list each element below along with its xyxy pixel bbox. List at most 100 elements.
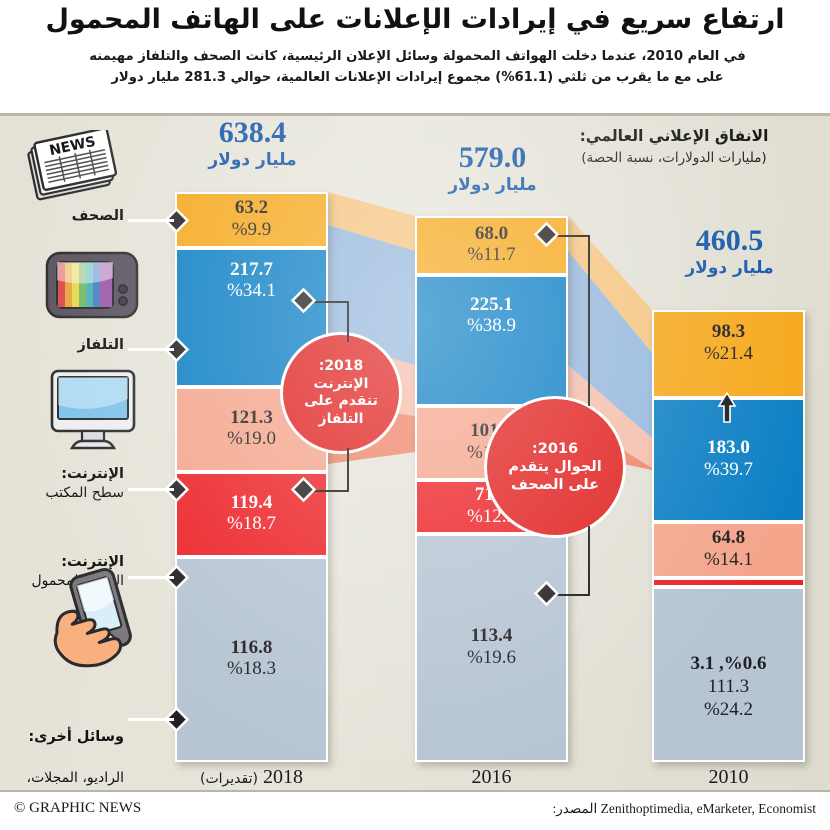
total-2016-unit: مليار دولار [448,175,537,195]
category-label-internet-desktop: الإنترنت: سطح المكتب [8,464,124,503]
segment-2010-other-media[interactable]: %0.6, 3.1 111.3 %24.2 [652,587,805,762]
segment-value: 225.1 [470,293,513,315]
total-2010-value: 460.5 [695,224,764,257]
bar-2010[interactable]: 98.3 %21.4 183.0 %39.7 64.8 %14.1 %0.6, … [652,310,805,762]
year-label-text: 2010 [708,766,749,788]
year-label-note: (تقديرات) [200,771,258,787]
segment-value: 113.4 [470,625,513,647]
category-label-text: التلفاز [77,337,124,353]
callout-2018-line4: التلفاز [318,410,364,427]
category-label-text: الإنترنت: [61,554,124,570]
callout-2016[interactable]: 2016: الجوال يتقدم على الصحف [487,399,623,535]
segment-share: %14.1 [703,548,754,570]
hand-holding-phone-icon [53,567,132,668]
callout-2016-leader-top [588,236,590,406]
tick-newspapers [128,219,174,222]
total-2018-unit: مليار دولار [208,150,297,170]
desktop-computer-icon [50,369,136,450]
callout-2016-line1: 2016: [531,440,579,457]
category-label-television: التلفاز [14,335,124,355]
segment-share: %18.7 [226,513,277,535]
segment-share: %21.4 [703,342,754,364]
segment-2016-television[interactable]: 225.1 %38.9 [415,275,568,406]
source-line: Zenithoptimedia, eMarketer, Economist ال… [552,801,816,817]
segment-share: %38.9 [466,315,517,337]
year-label-text: 2018 [262,766,303,788]
segment-share: %19.0 [226,428,277,450]
callout-2018-line2: الإنترنت [313,375,369,392]
footer: © GRAPHIC NEWS Zenithoptimedia, eMarkete… [0,792,830,830]
total-2016: 579.0 مليار دولار [395,143,590,196]
segment-value: 68.0 [474,222,509,244]
subtitle-line-2: على مع ما يقرب من ثلثي (61.1%) مجموع إير… [111,70,724,86]
header-divider [0,113,830,116]
year-label-text: 2016 [471,766,512,788]
segment-2016-newspapers[interactable]: 68.0 %11.7 [415,216,568,275]
legend-heading: الانفاق الإعلاني العالمي: [579,127,769,145]
segment-2010-internet-desktop[interactable]: 64.8 %14.1 [652,522,805,578]
segment-share: %24.2 [703,698,754,720]
bar-2016[interactable]: 68.0 %11.7 225.1 %38.9 101.5 %17.5 71.0 … [415,216,568,762]
category-label-text: الإنترنت: [61,466,124,482]
callout-2018[interactable]: 2018: الإنترنت تتقدم على التلفاز [283,335,399,451]
total-2010: 460.5 مليار دولار [632,226,827,279]
segment-2018-other-media[interactable]: 116.8 %18.3 [175,557,328,762]
legend-heading-block: الانفاق الإعلاني العالمي: (مليارات الدول… [540,126,808,168]
television-icon [45,251,139,319]
segment-share: %19.6 [466,646,517,668]
segment-value: 183.0 [707,437,750,459]
source-label: المصدر: [552,801,598,816]
segment-value: 116.8 [230,636,273,658]
segment-value: 217.7 [230,258,273,280]
mobile-slice-arrow-icon [717,392,737,423]
bar-2018[interactable]: 63.2 %9.9 217.7 %34.1 121.3 %19.0 119.4 … [175,192,328,762]
segment-value: 63.2 [234,197,269,219]
segment-2010-internet-mobile[interactable] [652,578,805,587]
total-2016-value: 579.0 [458,141,527,174]
callout-2016-leader-top-h [548,235,590,237]
callout-2018-line1: 2018: [318,358,364,374]
callout-2016-leader-bottom [588,526,590,596]
chart-panel: الانفاق الإعلاني العالمي: (مليارات الدول… [0,116,830,805]
callout-2018-leader-top [347,302,349,342]
category-label-text: الصحف [71,208,124,224]
callout-2018-leader-bottom [347,448,349,492]
segment-2018-newspapers[interactable]: 63.2 %9.9 [175,192,328,248]
callout-2016-line2: الجوال يتقدم [508,458,602,475]
tick-internet-mobile [128,576,174,579]
credit-graphic-news: © GRAPHIC NEWS [14,800,142,816]
segment-2010-newspapers[interactable]: 98.3 %21.4 [652,310,805,398]
newspaper-icon: NEWS [27,130,118,201]
segment-2016-other-media[interactable]: 113.4 %19.6 [415,534,568,762]
page-subtitle: في العام 2010، عندما دخلت الهواتف المحمو… [55,46,780,89]
tick-other-media [128,718,174,721]
subtitle-line-1: في العام 2010، عندما دخلت الهواتف المحمو… [89,49,746,64]
total-2010-unit: مليار دولار [685,258,774,278]
segment-mobile-combined-label: %0.6, 3.1 [690,653,767,675]
segment-share: %18.3 [226,658,277,680]
legend-subheading: (مليارات الدولارات، نسبة الحصة) [581,149,767,166]
tick-internet-desktop [128,488,174,491]
segment-share: %34.1 [226,280,277,302]
segment-value: 98.3 [711,321,746,343]
source-value: Zenithoptimedia, eMarketer, Economist [600,801,816,816]
segment-value: 121.3 [230,406,273,428]
year-label-2018: 2018 (تقديرات) [175,766,328,789]
callout-2018-leader-top-h [305,301,349,303]
segment-share: %11.7 [467,244,516,266]
year-label-2016: 2016 [415,766,568,789]
header: ارتفاع سريع في إيرادات الإعلانات على اله… [0,0,830,116]
category-label-subtext: سطح المكتب [45,485,124,501]
callout-2018-line3: تتقدم على [304,393,378,409]
callout-2018-leader-bottom-h [305,490,349,492]
segment-share: %39.7 [703,458,754,480]
callout-2016-line3: على الصحف [511,477,599,494]
callout-2016-leader-bottom-h [548,594,590,596]
segment-share: %9.9 [231,218,272,240]
category-label-text: وسائل أخرى: [28,729,124,746]
year-label-2010: 2010 [652,766,805,789]
segment-value: 111.3 [707,676,750,698]
category-label-newspapers: الصحف [14,206,124,226]
segment-value: 64.8 [711,527,746,549]
